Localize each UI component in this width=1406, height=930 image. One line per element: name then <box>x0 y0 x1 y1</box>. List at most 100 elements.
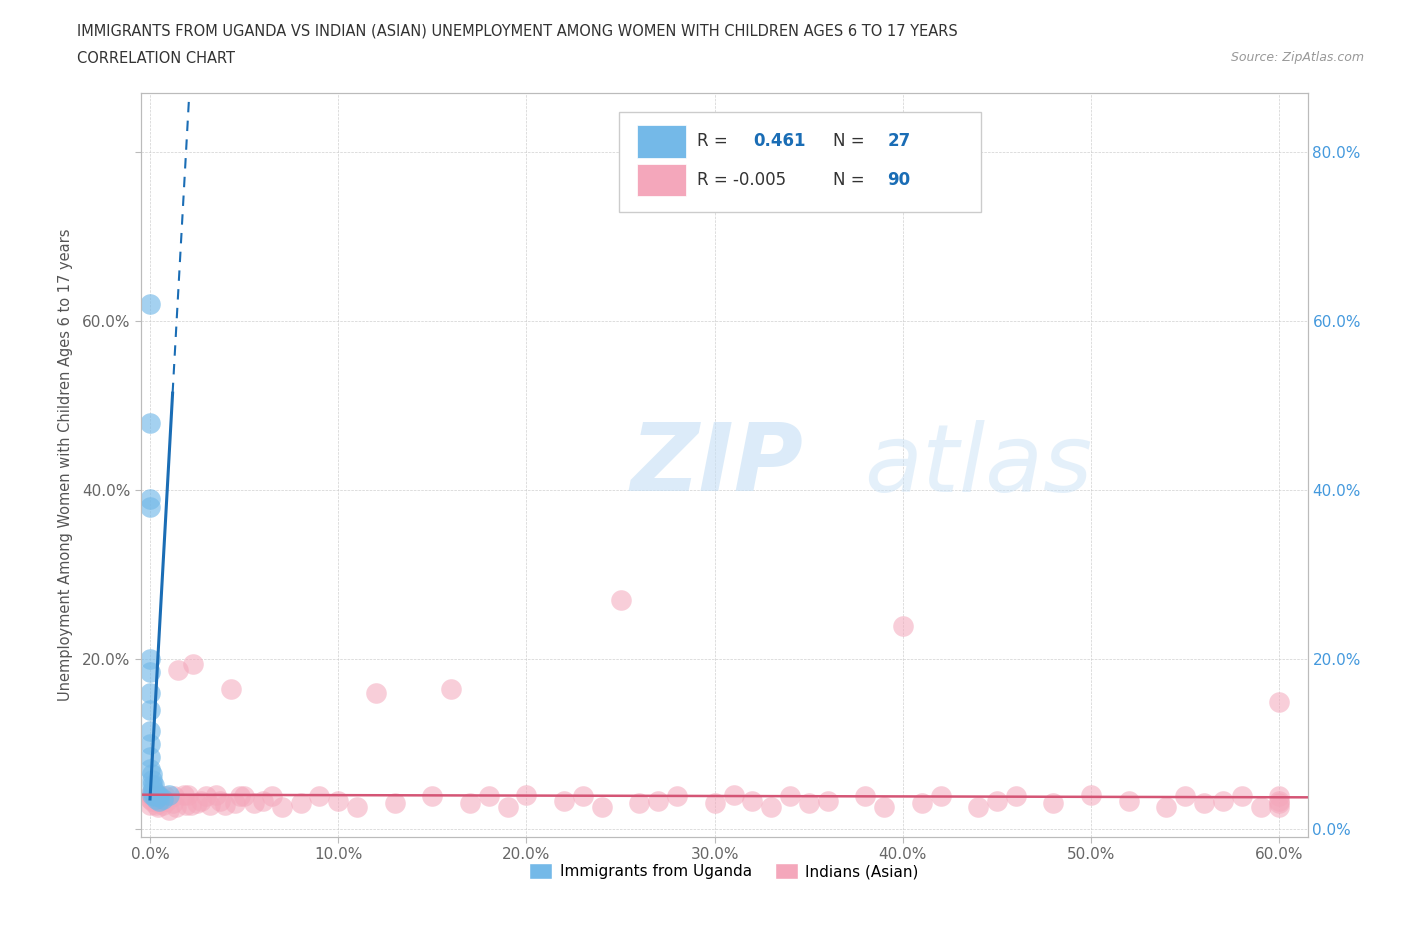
Point <box>723 788 745 803</box>
Point <box>647 794 669 809</box>
Point <box>1268 794 1291 809</box>
Point <box>145 791 167 806</box>
Point <box>139 665 162 680</box>
Point <box>145 789 167 804</box>
Point <box>364 685 387 700</box>
Point <box>142 788 165 803</box>
Point <box>176 788 198 803</box>
Point <box>496 800 519 815</box>
Point <box>478 789 501 804</box>
Point <box>150 790 173 805</box>
Point <box>929 789 952 804</box>
Point <box>1118 794 1140 809</box>
Point <box>167 662 190 677</box>
Point <box>1250 800 1272 815</box>
Point <box>163 789 186 804</box>
Text: R =: R = <box>697 132 728 150</box>
Point <box>219 682 242 697</box>
Point <box>173 788 195 803</box>
Point <box>157 803 180 817</box>
Point <box>208 794 231 809</box>
Point <box>741 794 763 809</box>
Point <box>308 789 330 804</box>
Point <box>759 800 782 815</box>
Text: atlas: atlas <box>865 419 1092 511</box>
Point <box>609 592 631 607</box>
Point <box>205 788 228 803</box>
Point <box>328 794 350 809</box>
Point <box>139 297 162 312</box>
Point <box>229 789 252 804</box>
Point <box>346 800 368 815</box>
FancyBboxPatch shape <box>637 125 686 158</box>
Point <box>779 789 801 804</box>
Point <box>141 794 163 809</box>
Point <box>148 796 170 811</box>
Point <box>186 796 208 811</box>
Point <box>156 794 179 809</box>
Point <box>515 788 537 803</box>
Point <box>139 750 162 764</box>
Point <box>553 794 575 809</box>
Point <box>141 766 163 781</box>
Point <box>152 791 174 806</box>
Point <box>252 794 274 809</box>
Point <box>853 789 876 804</box>
Point <box>911 796 934 811</box>
FancyBboxPatch shape <box>619 112 981 212</box>
Point <box>148 788 170 803</box>
Point <box>139 652 162 667</box>
Point <box>270 800 292 815</box>
Text: IMMIGRANTS FROM UGANDA VS INDIAN (ASIAN) UNEMPLOYMENT AMONG WOMEN WITH CHILDREN : IMMIGRANTS FROM UGANDA VS INDIAN (ASIAN)… <box>77 23 957 38</box>
Point <box>139 499 162 514</box>
Point <box>181 657 204 671</box>
Point <box>262 789 284 804</box>
Point <box>152 797 174 812</box>
Point <box>591 800 613 815</box>
Point <box>1174 789 1197 804</box>
Point <box>1156 800 1178 815</box>
Point <box>146 789 169 804</box>
Point <box>139 797 162 812</box>
Point <box>797 796 820 811</box>
Point <box>139 791 162 806</box>
Text: N =: N = <box>832 171 865 189</box>
Point <box>1268 695 1291 710</box>
Point <box>174 797 197 812</box>
Point <box>242 796 264 811</box>
Point <box>572 789 595 804</box>
Point <box>1230 789 1253 804</box>
Point <box>146 800 169 815</box>
Point <box>440 682 463 697</box>
Point <box>139 788 162 803</box>
Point <box>873 800 896 815</box>
Point <box>141 772 163 787</box>
Point <box>384 796 406 811</box>
Point <box>148 793 170 808</box>
Point <box>148 789 170 804</box>
Legend: Immigrants from Uganda, Indians (Asian): Immigrants from Uganda, Indians (Asian) <box>523 857 925 885</box>
Point <box>139 724 162 738</box>
Text: 90: 90 <box>887 171 911 189</box>
Point <box>1268 796 1291 811</box>
Point <box>190 794 212 809</box>
Point <box>139 737 162 751</box>
Point <box>157 788 180 803</box>
Point <box>139 416 162 431</box>
Point <box>146 791 169 806</box>
Point <box>141 777 163 792</box>
Text: CORRELATION CHART: CORRELATION CHART <box>77 51 235 66</box>
Point <box>703 796 725 811</box>
Point <box>139 762 162 777</box>
Point <box>200 797 222 812</box>
FancyBboxPatch shape <box>637 164 686 196</box>
Point <box>1268 789 1291 804</box>
Point <box>139 491 162 506</box>
Point <box>142 783 165 798</box>
Point <box>145 788 167 803</box>
Point <box>141 788 163 803</box>
Point <box>141 789 163 804</box>
Text: ZIP: ZIP <box>631 419 804 511</box>
Point <box>1212 794 1234 809</box>
Point <box>290 796 312 811</box>
